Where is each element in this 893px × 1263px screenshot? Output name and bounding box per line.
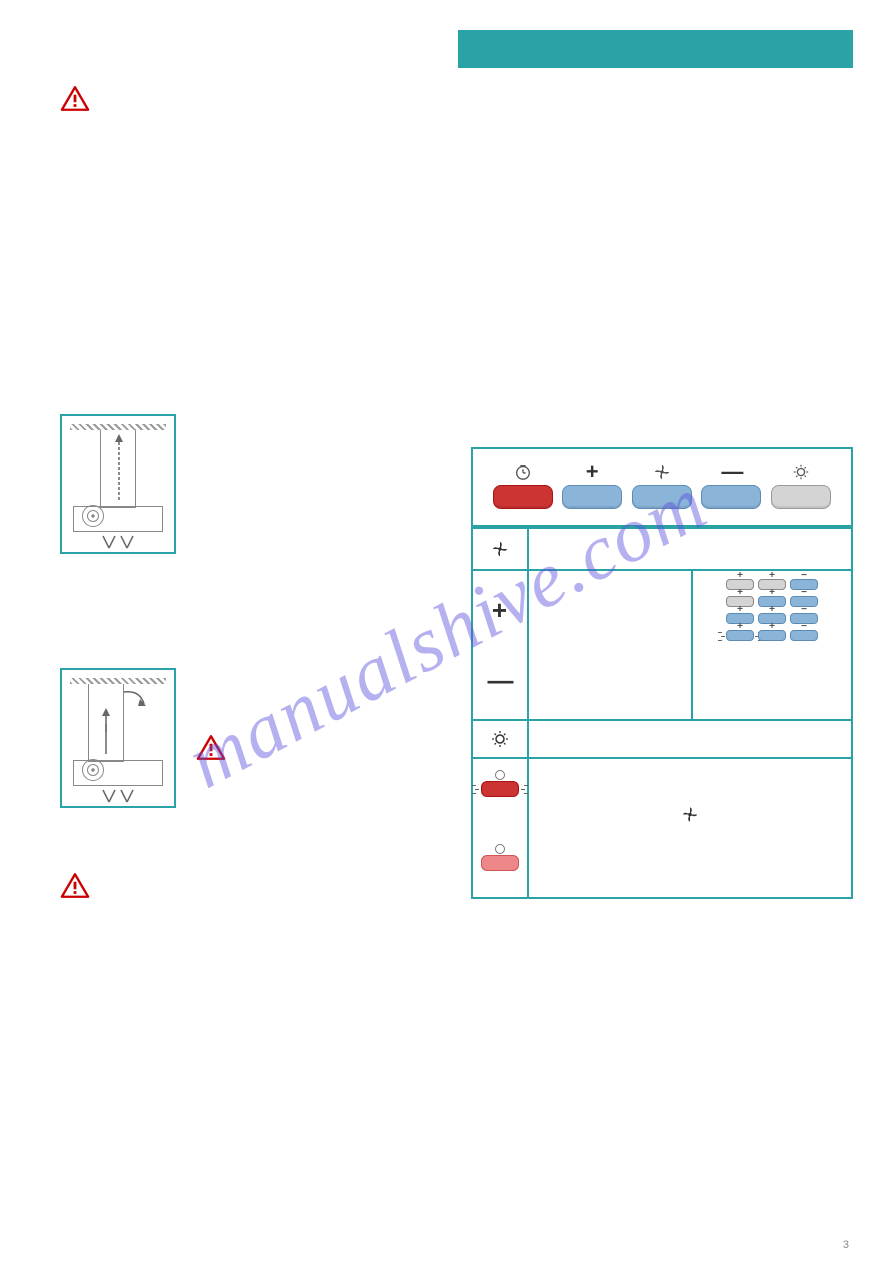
- control-row-timer: [473, 757, 852, 897]
- body-text-block-3: [60, 820, 443, 860]
- intake-arrows-icon: [70, 534, 166, 553]
- figure-extraction: [60, 414, 176, 554]
- minus-button[interactable]: —: [701, 463, 761, 509]
- warning-text-1: Safety warning body text placeholder spa…: [60, 90, 413, 128]
- speed-led-panel: + + − + + − + +: [691, 571, 851, 719]
- figure-extraction-row: [60, 414, 443, 554]
- body-text-block-1: [60, 142, 443, 402]
- extraction-arrow-icon: [101, 430, 137, 508]
- led-row-4: + + −: [699, 630, 845, 641]
- safety-warning-block-2: [60, 872, 443, 899]
- fan-icon: [491, 540, 509, 558]
- warning-triangle-icon: [60, 872, 90, 899]
- safety-warning-block-1: Safety warning body text placeholder spa…: [60, 85, 443, 130]
- bulb-icon: [490, 729, 510, 749]
- figure-recirculation: [60, 668, 176, 808]
- header-band: [458, 30, 853, 68]
- control-row-speed: + — + + − + +: [473, 569, 852, 719]
- figure-recirculation-row: [60, 668, 443, 808]
- control-row-light: [473, 719, 852, 757]
- timer-indicator-icon: [481, 855, 519, 871]
- motor-fan-icon: [82, 759, 104, 781]
- page-number: 3: [843, 1239, 849, 1251]
- fan-icon: [681, 805, 699, 823]
- recirculation-arrows-icon: [88, 684, 148, 762]
- motor-fan-icon: [82, 505, 104, 527]
- timer-button[interactable]: [493, 463, 553, 509]
- body-text-block-2: [60, 566, 443, 656]
- minus-icon: —: [721, 463, 741, 481]
- left-column: Safety warning body text placeholder spa…: [60, 85, 443, 911]
- control-table: + — + + − + +: [471, 527, 854, 899]
- plus-button[interactable]: +: [562, 463, 622, 509]
- right-body-text-block: [471, 85, 854, 445]
- control-row-fan: [473, 527, 852, 569]
- warning-triangle-icon: [196, 734, 226, 761]
- right-column: + —: [471, 85, 854, 911]
- bulb-icon: [792, 463, 810, 481]
- fan-icon: [653, 463, 671, 481]
- light-button[interactable]: [771, 463, 831, 509]
- plus-icon: +: [492, 597, 507, 623]
- control-panel: + —: [471, 447, 854, 527]
- timer-indicator-blink-icon: [481, 781, 519, 797]
- warning-triangle-icon: [60, 85, 90, 112]
- minus-icon: —: [488, 667, 512, 693]
- plus-icon: +: [586, 463, 599, 481]
- fan-button[interactable]: [632, 463, 692, 509]
- clock-icon: [514, 463, 532, 481]
- intake-arrows-icon: [70, 788, 166, 807]
